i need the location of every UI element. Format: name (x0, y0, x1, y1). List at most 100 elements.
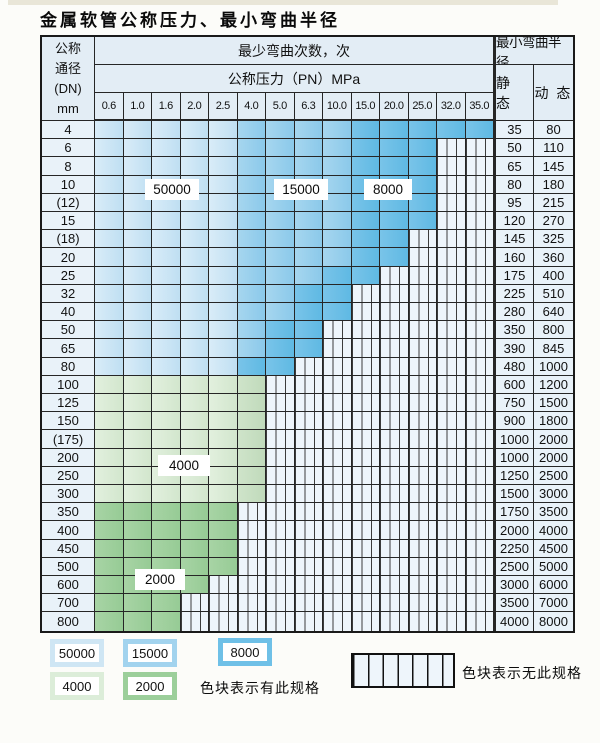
no-spec-cell (465, 266, 494, 285)
no-spec-cell (351, 430, 380, 449)
dynamic-radius-value: 1500 (534, 394, 573, 413)
no-spec-cell (294, 466, 323, 486)
no-spec-cell (380, 539, 409, 558)
spec-cell (209, 284, 238, 304)
no-spec-cell (380, 375, 409, 395)
spec-cell (152, 375, 181, 395)
spec-cell (95, 412, 124, 431)
spec-cell (152, 248, 181, 267)
spec-cell (294, 121, 323, 140)
spec-cell (209, 212, 238, 231)
dynamic-radius-value: 640 (534, 303, 573, 322)
no-spec-cell (408, 448, 437, 467)
spec-cell (152, 139, 181, 158)
no-spec-cell (408, 521, 437, 540)
no-spec-cell (408, 339, 437, 358)
spec-cell (95, 612, 124, 631)
pressure-column-header: 1.6 (152, 93, 181, 121)
spec-cell (123, 193, 152, 213)
no-spec-cell (465, 539, 494, 558)
header-min-bend-cycles: 最少弯曲次数，次 (95, 37, 494, 65)
no-spec-cell (380, 284, 409, 304)
spec-cell (209, 394, 238, 413)
header-dn-line: (DN) (54, 80, 82, 96)
legend-no-spec-note: 色块表示无此规格 (462, 665, 582, 681)
no-spec-cell (180, 594, 209, 613)
spec-cell (95, 212, 124, 231)
spec-cell (95, 485, 124, 504)
dynamic-radius-value: 845 (534, 339, 573, 358)
no-spec-cell (294, 357, 323, 376)
spec-cell (380, 121, 409, 140)
dynamic-radius-value: 110 (534, 139, 573, 158)
row-label-dn: 700 (42, 594, 95, 613)
no-spec-cell (437, 139, 466, 158)
row-label-dn: (12) (42, 193, 95, 213)
no-spec-cell (437, 503, 466, 522)
spec-cell (323, 193, 352, 213)
spec-cell (266, 266, 295, 285)
spec-cell (95, 303, 124, 322)
no-spec-cell (323, 357, 352, 376)
pressure-column-header: 15.0 (351, 93, 380, 121)
no-spec-cell (408, 266, 437, 285)
spec-cell (152, 521, 181, 540)
no-spec-cell (351, 448, 380, 467)
no-spec-cell (351, 303, 380, 322)
no-spec-cell (323, 594, 352, 613)
spec-cell (294, 321, 323, 340)
no-spec-cell (294, 557, 323, 577)
no-spec-cell (294, 521, 323, 540)
no-spec-cell (266, 521, 295, 540)
row-label-dn: (18) (42, 230, 95, 249)
no-spec-cell (266, 594, 295, 613)
spec-cell (95, 539, 124, 558)
no-spec-cell (380, 339, 409, 358)
no-spec-cell (465, 303, 494, 322)
no-spec-cell (437, 594, 466, 613)
dynamic-radius-value: 215 (534, 193, 573, 213)
no-spec-cell (209, 612, 238, 631)
header-min-bend-radius: 最小弯曲半径 (494, 37, 573, 65)
dynamic-radius-value: 1800 (534, 412, 573, 431)
no-spec-cell (380, 321, 409, 340)
spec-cell (237, 466, 266, 486)
spec-cell (380, 230, 409, 249)
no-spec-cell (294, 448, 323, 467)
spec-cell (266, 284, 295, 304)
spec-cell (152, 266, 181, 285)
spec-cell (266, 230, 295, 249)
spec-cell (237, 175, 266, 194)
static-radius-value: 750 (494, 394, 534, 413)
no-spec-cell (323, 412, 352, 431)
dynamic-radius-value: 8000 (534, 612, 573, 631)
spec-cell (123, 394, 152, 413)
spec-cell (351, 139, 380, 158)
spec-cell (180, 557, 209, 577)
spec-cell (408, 212, 437, 231)
no-spec-cell (437, 339, 466, 358)
row-label-dn: 150 (42, 412, 95, 431)
spec-cell (408, 121, 437, 140)
no-spec-cell (408, 394, 437, 413)
spec-cell (123, 430, 152, 449)
spec-cell (323, 284, 352, 304)
no-spec-cell (266, 412, 295, 431)
no-spec-cell (437, 557, 466, 577)
static-radius-value: 900 (494, 412, 534, 431)
no-spec-cell (351, 594, 380, 613)
dynamic-radius-value: 1000 (534, 357, 573, 376)
spec-cell (180, 521, 209, 540)
no-spec-cell (408, 357, 437, 376)
header-dn-line: mm (57, 100, 79, 116)
spec-cell (95, 375, 124, 395)
no-spec-cell (266, 448, 295, 467)
no-spec-cell (266, 375, 295, 395)
dynamic-radius-value: 7000 (534, 594, 573, 613)
static-radius-value: 95 (494, 193, 534, 213)
pressure-table: 公称 通径 (DN) mm 最少弯曲次数，次 最小弯曲半径 公称压力（PN）MP… (40, 35, 575, 633)
no-spec-cell (465, 612, 494, 631)
spec-cell (209, 339, 238, 358)
cycle-count-label: 15000 (274, 179, 328, 200)
spec-cell (180, 576, 209, 595)
